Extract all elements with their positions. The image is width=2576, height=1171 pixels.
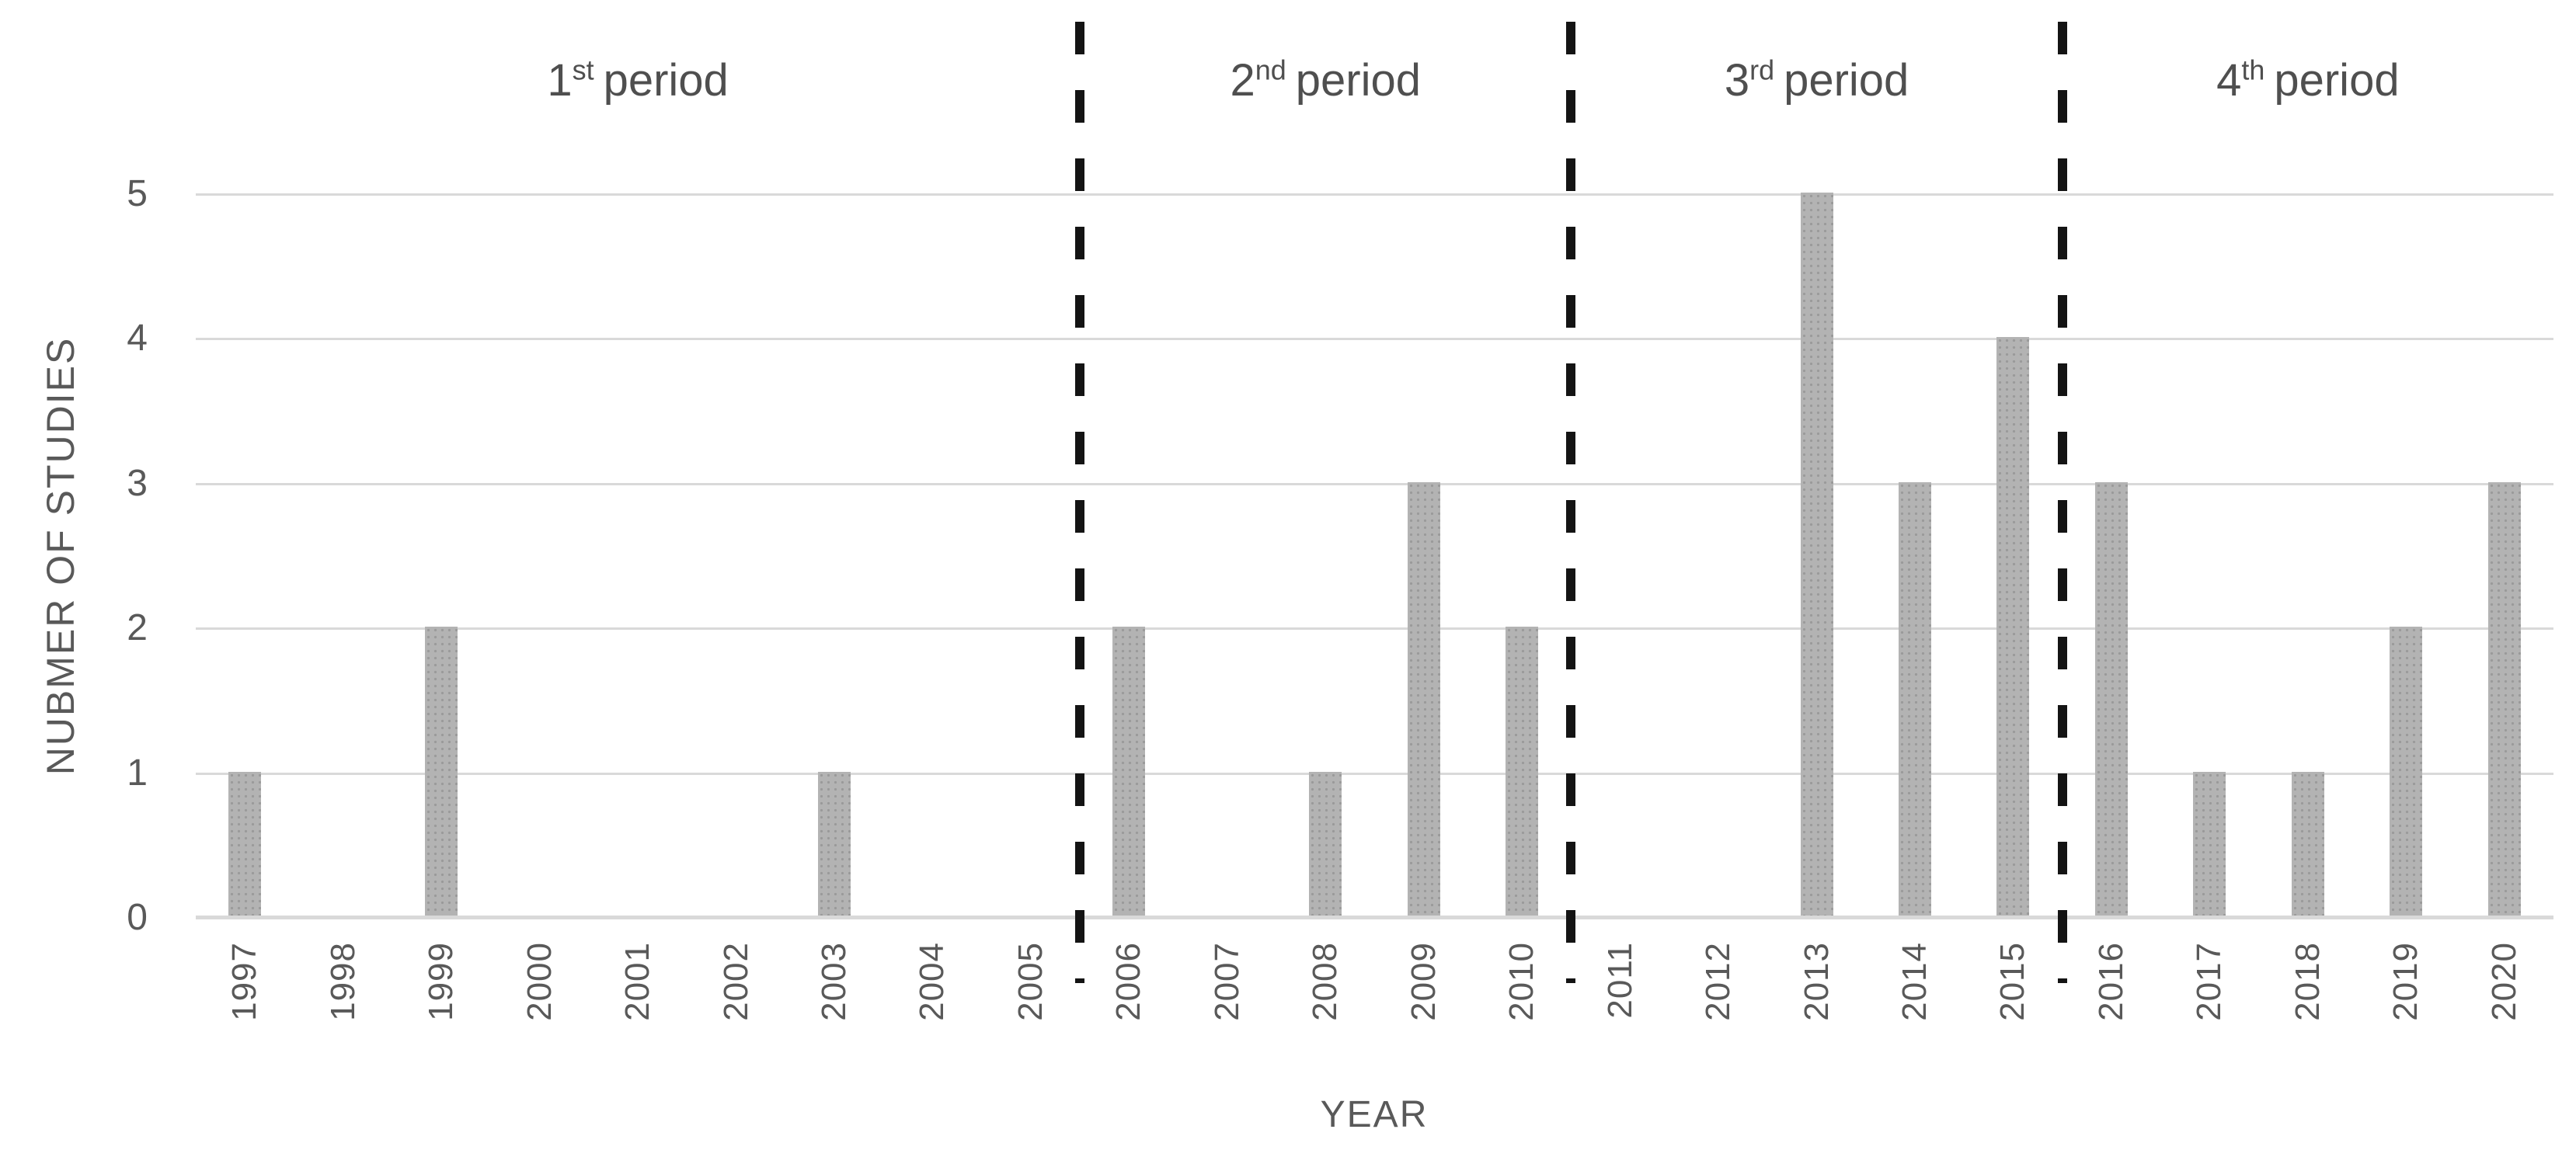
- gridline-y-2: [196, 627, 2553, 631]
- bar-2015: [1996, 337, 2030, 916]
- period-ordinal-suffix: th: [2241, 54, 2265, 86]
- plot-area: [196, 193, 2553, 919]
- x-tick-label-1999: 1999: [422, 942, 461, 1021]
- bar-2009: [1407, 481, 1440, 916]
- bar-2017: [2193, 771, 2226, 916]
- gridline-y-4: [196, 338, 2553, 341]
- bar-2008: [1309, 771, 1342, 916]
- period-label-2nd: 2nd period: [1231, 50, 1422, 112]
- x-tick-label-2013: 2013: [1797, 942, 1836, 1021]
- period-word: period: [2274, 55, 2400, 106]
- x-tick-label-1998: 1998: [323, 942, 362, 1021]
- bar-1999: [425, 627, 458, 916]
- gridline-y-1: [196, 772, 2553, 775]
- x-tick-label-2010: 2010: [1502, 942, 1541, 1021]
- x-axis-line: [196, 916, 2553, 919]
- bar-2019: [2390, 627, 2423, 916]
- x-tick-label-2015: 2015: [1993, 942, 2032, 1021]
- period-ordinal-suffix: nd: [1255, 54, 1286, 86]
- period-ordinal-suffix: rd: [1749, 54, 1775, 86]
- x-tick-label-2001: 2001: [618, 942, 657, 1021]
- y-axis-title-text: NUBMER OF STUDIES: [39, 336, 82, 776]
- x-tick-label-2003: 2003: [814, 942, 853, 1021]
- x-tick-label-2019: 2019: [2386, 942, 2425, 1021]
- x-tick-label-2004: 2004: [913, 942, 952, 1021]
- bar-2014: [1899, 481, 1932, 916]
- period-ordinal: 3: [1724, 55, 1750, 106]
- y-tick-label-4: 4: [127, 318, 148, 360]
- x-tick-label-2007: 2007: [1207, 942, 1246, 1021]
- period-separator-after-2005: [1075, 22, 1085, 983]
- x-tick-label-2014: 2014: [1895, 942, 1934, 1021]
- x-axis-title-text: YEAR: [1320, 1094, 1429, 1135]
- period-label-3rd: 3rd period: [1725, 50, 1909, 112]
- x-tick-label-2009: 2009: [1404, 942, 1443, 1021]
- y-tick-label-0: 0: [127, 897, 148, 938]
- x-tick-label-2002: 2002: [716, 942, 755, 1021]
- bar-1997: [228, 771, 262, 916]
- x-tick-label-2005: 2005: [1011, 942, 1050, 1021]
- bar-2013: [1800, 193, 1833, 916]
- bar-2018: [2291, 771, 2324, 916]
- period-separator-after-2010: [1566, 22, 1576, 983]
- x-tick-label-2012: 2012: [1699, 942, 1738, 1021]
- x-tick-label-1997: 1997: [225, 942, 264, 1021]
- period-word: period: [1295, 55, 1422, 106]
- gridline-y-3: [196, 482, 2553, 485]
- y-tick-label-1: 1: [127, 752, 148, 794]
- bar-2003: [817, 771, 851, 916]
- period-ordinal: 4: [2216, 55, 2242, 106]
- y-tick-label-3: 3: [127, 462, 148, 504]
- bar-2016: [2094, 481, 2128, 916]
- bar-2006: [1112, 627, 1146, 916]
- period-ordinal: 2: [1230, 55, 1255, 106]
- period-word: period: [1784, 55, 1909, 106]
- y-tick-label-2: 2: [127, 607, 148, 649]
- period-word: period: [603, 55, 729, 106]
- period-ordinal: 1: [547, 55, 573, 106]
- gridline-y-5: [196, 193, 2553, 196]
- x-tick-label-2006: 2006: [1109, 942, 1148, 1021]
- period-separator-after-2015: [2057, 22, 2067, 983]
- y-tick-label-5: 5: [127, 173, 148, 214]
- x-tick-label-2008: 2008: [1306, 942, 1345, 1021]
- x-axis-title: YEAR: [1321, 1093, 1429, 1136]
- x-tick-label-2018: 2018: [2288, 942, 2327, 1021]
- bar-2020: [2487, 481, 2521, 916]
- bar-2010: [1506, 627, 1539, 916]
- x-tick-label-2016: 2016: [2091, 942, 2130, 1021]
- x-tick-label-2020: 2020: [2484, 942, 2523, 1021]
- period-ordinal-suffix: st: [572, 54, 594, 86]
- period-label-4th: 4th period: [2216, 50, 2399, 112]
- x-tick-label-2000: 2000: [520, 942, 559, 1021]
- x-tick-label-2011: 2011: [1600, 942, 1639, 1019]
- x-tick-label-2017: 2017: [2190, 942, 2229, 1021]
- period-label-1st: 1st period: [547, 50, 728, 112]
